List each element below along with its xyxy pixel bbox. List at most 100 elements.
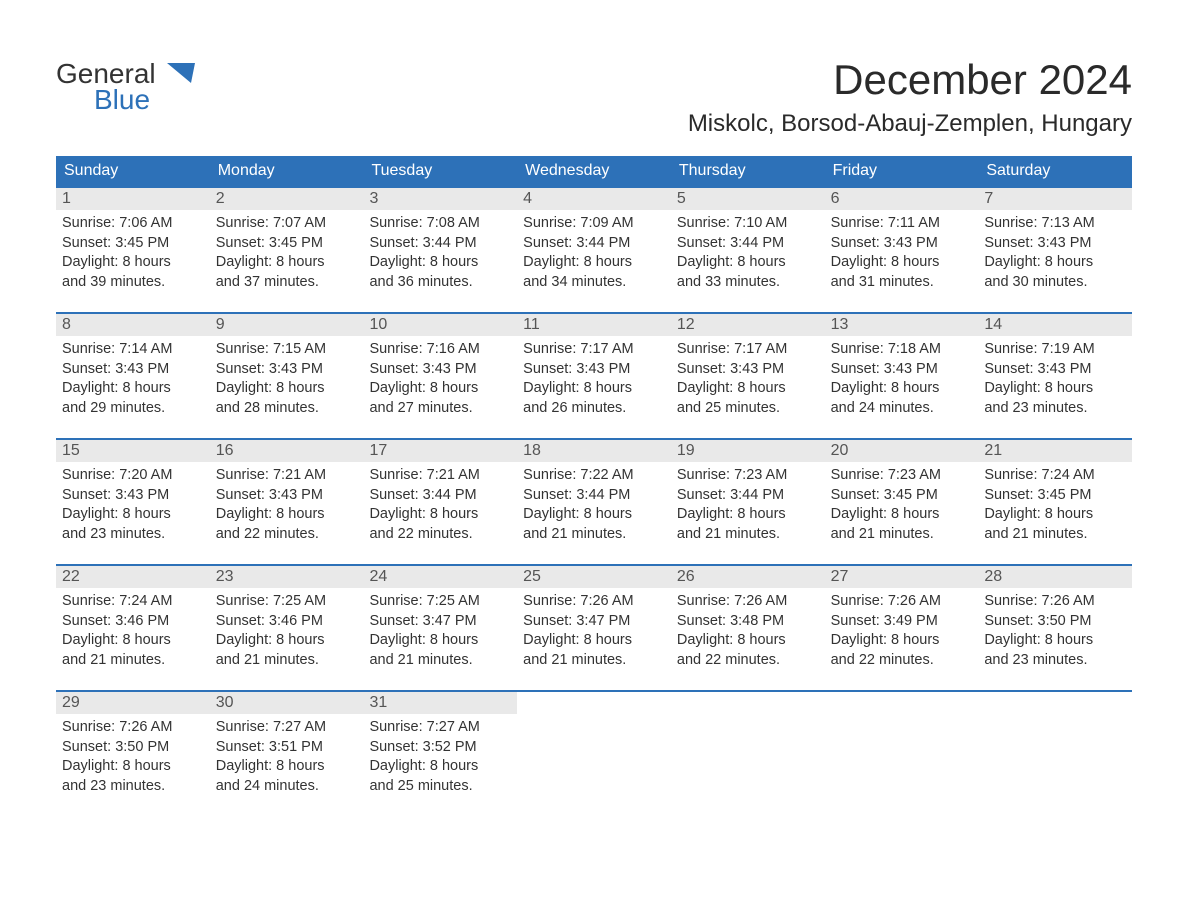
day-body: Sunrise: 7:08 AMSunset: 3:44 PMDaylight:…	[363, 210, 517, 294]
day-body: Sunrise: 7:13 AMSunset: 3:43 PMDaylight:…	[978, 210, 1132, 294]
day-cell: 21Sunrise: 7:24 AMSunset: 3:45 PMDayligh…	[978, 440, 1132, 552]
daylight-line2: and 34 minutes.	[523, 273, 665, 293]
daylight-line2: and 21 minutes.	[677, 525, 819, 545]
daylight-line2: and 21 minutes.	[984, 525, 1126, 545]
day-body: Sunrise: 7:17 AMSunset: 3:43 PMDaylight:…	[517, 336, 671, 420]
day-cell: 1Sunrise: 7:06 AMSunset: 3:45 PMDaylight…	[56, 188, 210, 300]
day-number: 28	[978, 566, 1132, 588]
daylight-line2: and 21 minutes.	[831, 525, 973, 545]
week-row: 1Sunrise: 7:06 AMSunset: 3:45 PMDaylight…	[56, 186, 1132, 300]
day-cell	[517, 692, 671, 804]
daylight-line1: Daylight: 8 hours	[62, 253, 204, 273]
sunset-text: Sunset: 3:48 PM	[677, 612, 819, 632]
sunrise-text: Sunrise: 7:22 AM	[523, 466, 665, 486]
daylight-line1: Daylight: 8 hours	[62, 505, 204, 525]
sunrise-text: Sunrise: 7:25 AM	[369, 592, 511, 612]
daylight-line1: Daylight: 8 hours	[62, 631, 204, 651]
day-cell	[978, 692, 1132, 804]
sunrise-text: Sunrise: 7:23 AM	[677, 466, 819, 486]
sunset-text: Sunset: 3:43 PM	[523, 360, 665, 380]
sunset-text: Sunset: 3:44 PM	[677, 234, 819, 254]
daylight-line1: Daylight: 8 hours	[369, 253, 511, 273]
sunrise-text: Sunrise: 7:24 AM	[984, 466, 1126, 486]
day-number: 6	[825, 188, 979, 210]
page-title: December 2024	[56, 56, 1132, 104]
day-number: 18	[517, 440, 671, 462]
daylight-line2: and 21 minutes.	[62, 651, 204, 671]
day-number: 3	[363, 188, 517, 210]
week-row: 15Sunrise: 7:20 AMSunset: 3:43 PMDayligh…	[56, 438, 1132, 552]
day-cell: 11Sunrise: 7:17 AMSunset: 3:43 PMDayligh…	[517, 314, 671, 426]
daylight-line2: and 30 minutes.	[984, 273, 1126, 293]
day-cell: 6Sunrise: 7:11 AMSunset: 3:43 PMDaylight…	[825, 188, 979, 300]
sunset-text: Sunset: 3:46 PM	[62, 612, 204, 632]
daylight-line1: Daylight: 8 hours	[831, 379, 973, 399]
day-number: 22	[56, 566, 210, 588]
sunset-text: Sunset: 3:44 PM	[523, 486, 665, 506]
day-body: Sunrise: 7:24 AMSunset: 3:45 PMDaylight:…	[978, 462, 1132, 546]
daylight-line2: and 36 minutes.	[369, 273, 511, 293]
day-cell: 23Sunrise: 7:25 AMSunset: 3:46 PMDayligh…	[210, 566, 364, 678]
sunset-text: Sunset: 3:43 PM	[984, 360, 1126, 380]
daylight-line1: Daylight: 8 hours	[62, 379, 204, 399]
day-header-cell: Monday	[210, 162, 364, 180]
sunrise-text: Sunrise: 7:17 AM	[523, 340, 665, 360]
day-body: Sunrise: 7:09 AMSunset: 3:44 PMDaylight:…	[517, 210, 671, 294]
daylight-line2: and 25 minutes.	[369, 777, 511, 797]
daylight-line1: Daylight: 8 hours	[984, 253, 1126, 273]
daylight-line2: and 22 minutes.	[216, 525, 358, 545]
day-number: 8	[56, 314, 210, 336]
day-number: 13	[825, 314, 979, 336]
daylight-line2: and 22 minutes.	[677, 651, 819, 671]
day-number: 27	[825, 566, 979, 588]
sunrise-text: Sunrise: 7:21 AM	[369, 466, 511, 486]
location: Miskolc, Borsod-Abauj-Zemplen, Hungary	[56, 110, 1132, 138]
daylight-line2: and 33 minutes.	[677, 273, 819, 293]
daylight-line2: and 28 minutes.	[216, 399, 358, 419]
sunrise-text: Sunrise: 7:16 AM	[369, 340, 511, 360]
week-row: 8Sunrise: 7:14 AMSunset: 3:43 PMDaylight…	[56, 312, 1132, 426]
daylight-line2: and 24 minutes.	[216, 777, 358, 797]
daylight-line1: Daylight: 8 hours	[831, 505, 973, 525]
day-number: 16	[210, 440, 364, 462]
daylight-line1: Daylight: 8 hours	[369, 505, 511, 525]
day-body: Sunrise: 7:21 AMSunset: 3:43 PMDaylight:…	[210, 462, 364, 546]
sunrise-text: Sunrise: 7:27 AM	[216, 718, 358, 738]
daylight-line2: and 39 minutes.	[62, 273, 204, 293]
day-cell: 14Sunrise: 7:19 AMSunset: 3:43 PMDayligh…	[978, 314, 1132, 426]
sunset-text: Sunset: 3:43 PM	[831, 234, 973, 254]
daylight-line2: and 25 minutes.	[677, 399, 819, 419]
sunset-text: Sunset: 3:45 PM	[984, 486, 1126, 506]
daylight-line2: and 21 minutes.	[216, 651, 358, 671]
daylight-line2: and 23 minutes.	[62, 525, 204, 545]
day-body: Sunrise: 7:26 AMSunset: 3:49 PMDaylight:…	[825, 588, 979, 672]
sunrise-text: Sunrise: 7:18 AM	[831, 340, 973, 360]
day-number: 21	[978, 440, 1132, 462]
sunrise-text: Sunrise: 7:21 AM	[216, 466, 358, 486]
day-number: 7	[978, 188, 1132, 210]
day-header-cell: Saturday	[978, 162, 1132, 180]
daylight-line2: and 37 minutes.	[216, 273, 358, 293]
day-cell: 20Sunrise: 7:23 AMSunset: 3:45 PMDayligh…	[825, 440, 979, 552]
daylight-line1: Daylight: 8 hours	[677, 253, 819, 273]
day-cell: 24Sunrise: 7:25 AMSunset: 3:47 PMDayligh…	[363, 566, 517, 678]
day-body: Sunrise: 7:27 AMSunset: 3:52 PMDaylight:…	[363, 714, 517, 798]
day-number: 14	[978, 314, 1132, 336]
day-header-row: Sunday Monday Tuesday Wednesday Thursday…	[56, 156, 1132, 186]
day-cell: 2Sunrise: 7:07 AMSunset: 3:45 PMDaylight…	[210, 188, 364, 300]
sunset-text: Sunset: 3:45 PM	[62, 234, 204, 254]
daylight-line1: Daylight: 8 hours	[831, 631, 973, 651]
day-body: Sunrise: 7:14 AMSunset: 3:43 PMDaylight:…	[56, 336, 210, 420]
sunset-text: Sunset: 3:44 PM	[523, 234, 665, 254]
day-body: Sunrise: 7:17 AMSunset: 3:43 PMDaylight:…	[671, 336, 825, 420]
day-body: Sunrise: 7:26 AMSunset: 3:48 PMDaylight:…	[671, 588, 825, 672]
day-cell: 3Sunrise: 7:08 AMSunset: 3:44 PMDaylight…	[363, 188, 517, 300]
day-number: 17	[363, 440, 517, 462]
daylight-line1: Daylight: 8 hours	[677, 379, 819, 399]
day-number: 19	[671, 440, 825, 462]
day-cell: 7Sunrise: 7:13 AMSunset: 3:43 PMDaylight…	[978, 188, 1132, 300]
day-body: Sunrise: 7:26 AMSunset: 3:47 PMDaylight:…	[517, 588, 671, 672]
sunrise-text: Sunrise: 7:26 AM	[62, 718, 204, 738]
day-body: Sunrise: 7:25 AMSunset: 3:47 PMDaylight:…	[363, 588, 517, 672]
daylight-line2: and 22 minutes.	[831, 651, 973, 671]
